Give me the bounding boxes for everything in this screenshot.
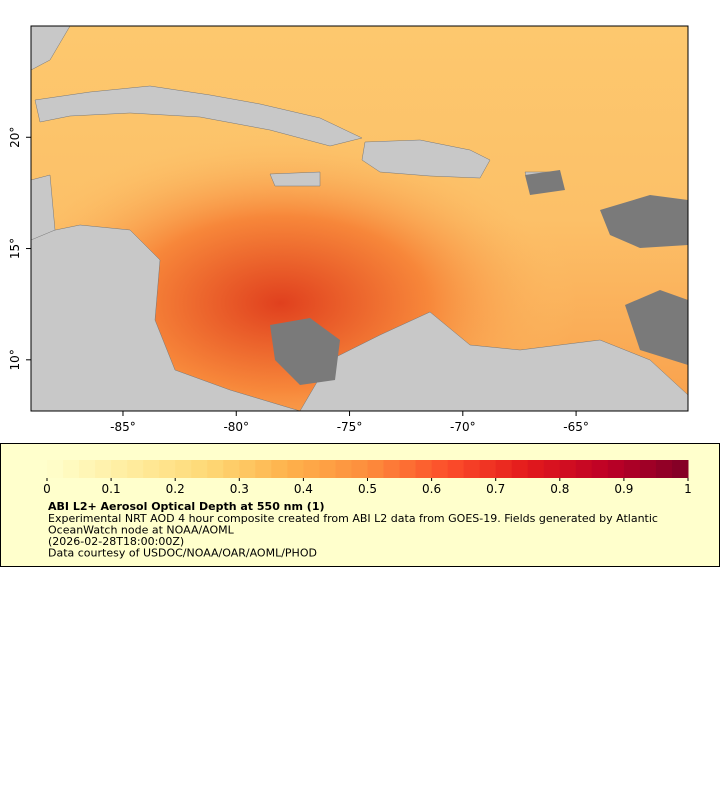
map <box>31 26 688 411</box>
colorbar-swatch <box>47 460 64 478</box>
colorbar-swatch <box>607 460 625 478</box>
x-tick-label: -75° <box>337 420 363 434</box>
legend-line: (2026-02-28T18:00:00Z) <box>48 535 184 548</box>
colorbar-swatch <box>447 460 465 478</box>
colorbar-swatch <box>639 460 657 478</box>
colorbar-swatch <box>95 460 112 478</box>
colorbar-tick-label: 0.3 <box>230 482 249 496</box>
map-frame <box>30 25 689 412</box>
colorbar-tick-label: 0.8 <box>550 482 569 496</box>
colorbar-swatch <box>527 460 545 478</box>
colorbar-swatch <box>223 460 240 478</box>
no-data <box>270 170 688 385</box>
colorbar-swatch <box>671 460 689 478</box>
colorbar-swatch <box>575 460 593 478</box>
colorbar-swatch <box>479 460 497 478</box>
colorbar-swatch <box>111 460 128 478</box>
colorbar-tick-label: 1 <box>684 482 692 496</box>
colorbar-tick-label: 0.4 <box>294 482 313 496</box>
colorbar-tick-label: 0.2 <box>166 482 185 496</box>
colorbar-tick-label: 0.6 <box>422 482 441 496</box>
x-tick-label: -70° <box>450 420 476 434</box>
colorbar-swatch <box>255 460 272 478</box>
colorbar-swatch <box>559 460 577 478</box>
colorbar-swatch <box>191 460 208 478</box>
colorbar-swatch <box>239 460 256 478</box>
land <box>31 26 688 411</box>
colorbar-swatch <box>431 460 449 478</box>
colorbar-swatch <box>367 460 385 478</box>
colorbar-swatch <box>543 460 561 478</box>
colorbar-swatch <box>591 460 609 478</box>
legend-title: ABI L2+ Aerosol Optical Depth at 550 nm … <box>48 500 325 513</box>
y-tick-label: 20° <box>8 127 22 148</box>
colorbar-swatch <box>79 460 96 478</box>
colorbar-swatch <box>287 460 304 478</box>
colorbar-swatch <box>271 460 288 478</box>
colorbar-swatch <box>159 460 176 478</box>
y-tick-label: 15° <box>8 238 22 259</box>
legend-line: OceanWatch node at NOAA/AOML <box>48 524 235 537</box>
x-tick-label: -85° <box>110 420 136 434</box>
x-tick-label: -65° <box>563 420 589 434</box>
colorbar-swatch <box>351 460 368 478</box>
colorbar-swatch <box>655 460 673 478</box>
colorbar-swatch <box>399 460 417 478</box>
colorbar-swatch <box>207 460 224 478</box>
colorbar-swatch <box>511 460 529 478</box>
legend-line: Data courtesy of USDOC/NOAA/OAR/AOML/PHO… <box>48 547 317 560</box>
y-tick-label: 10° <box>8 349 22 370</box>
colorbar-tick-label: 0.1 <box>102 482 121 496</box>
colorbar-swatch <box>303 460 320 478</box>
colorbar-swatch <box>143 460 160 478</box>
colorbar-tick-label: 0 <box>43 482 51 496</box>
colorbar-swatch <box>623 460 641 478</box>
colorbar-tick-label: 0.7 <box>486 482 505 496</box>
x-tick-label: -80° <box>223 420 249 434</box>
colorbar-tick-label: 0.5 <box>358 482 377 496</box>
colorbar-swatch <box>63 460 80 478</box>
colorbar-swatch <box>495 460 513 478</box>
legend-line: Experimental NRT AOD 4 hour composite cr… <box>48 512 658 525</box>
colorbar-swatch <box>463 460 481 478</box>
colorbar-swatch <box>319 460 336 478</box>
colorbar-swatch <box>127 460 144 478</box>
colorbar-swatch <box>335 460 352 478</box>
colorbar-swatch <box>383 460 401 478</box>
colorbar-swatch <box>175 460 192 478</box>
colorbar-swatch <box>415 460 433 478</box>
colorbar-tick-label: 0.9 <box>614 482 633 496</box>
